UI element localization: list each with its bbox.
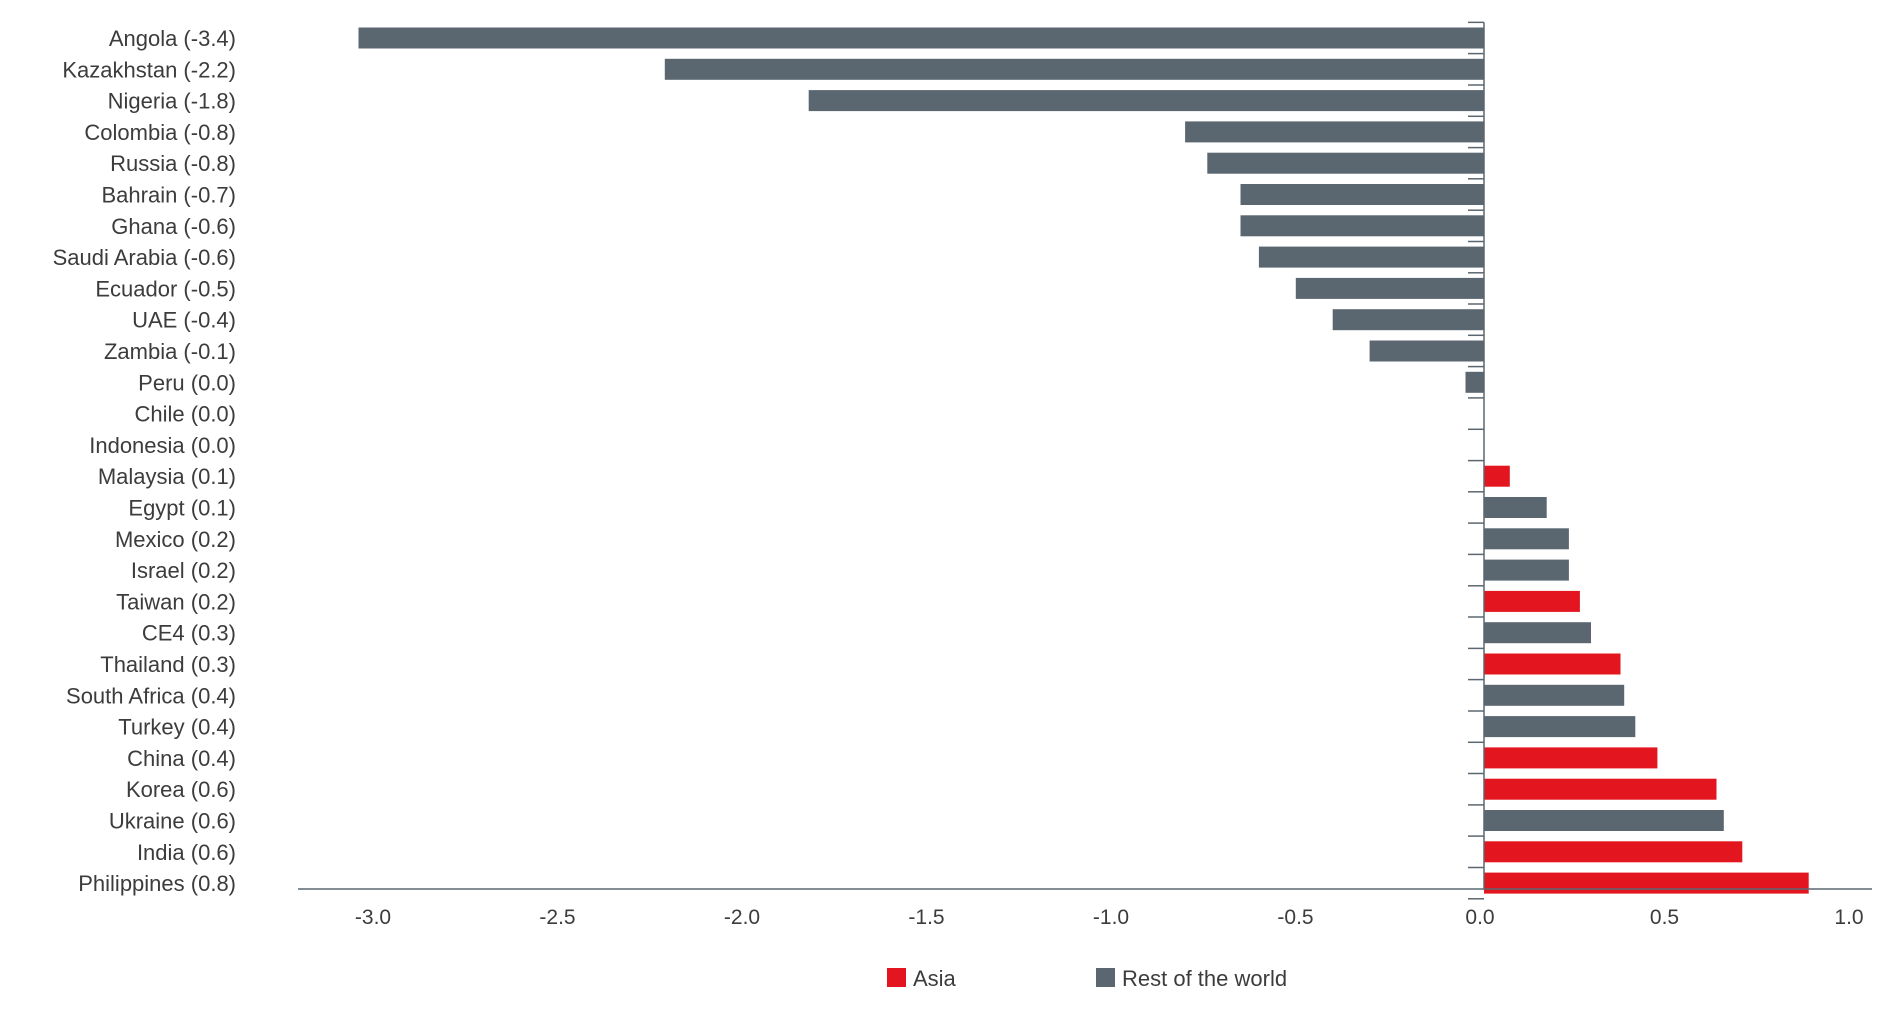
x-tick-label: -0.5 — [1277, 906, 1313, 929]
bar — [1484, 559, 1569, 581]
bar — [1465, 371, 1484, 393]
bar — [1332, 309, 1484, 331]
category-label: Philippines (0.8) — [78, 871, 236, 896]
bar — [1484, 747, 1658, 769]
x-tick-label: -2.0 — [724, 906, 760, 929]
bar — [1207, 152, 1485, 174]
category-label: Malaysia (0.1) — [98, 464, 236, 489]
category-label: Korea (0.6) — [126, 777, 236, 802]
category-label: Saudi Arabia (-0.6) — [53, 245, 236, 270]
bar — [1484, 810, 1724, 831]
bar — [664, 58, 1484, 80]
category-label: Egypt (0.1) — [128, 496, 236, 521]
bar — [1484, 778, 1717, 800]
category-label: China (0.4) — [127, 746, 236, 771]
bar — [1484, 497, 1547, 518]
bar — [1484, 716, 1636, 738]
bar — [1295, 277, 1484, 299]
category-label: Chile (0.0) — [135, 402, 236, 427]
x-tick-label: 1.0 — [1834, 906, 1863, 929]
category-labels: Angola (-3.4) Kazakhstan (-2.2) Nigeria (-… — [53, 26, 236, 896]
legend-swatch — [1096, 968, 1115, 987]
bar — [808, 90, 1484, 112]
legend-label: Asia — [913, 966, 957, 991]
legend-swatch — [887, 968, 906, 987]
bar — [1484, 528, 1569, 550]
category-label: Indonesia (0.0) — [89, 433, 236, 458]
x-tick-labels: -3.0 -2.5 -2.0 -1.5 -1.0 -0.5 0.0 0.5 1.0 — [355, 906, 1864, 929]
category-label: Israel (0.2) — [131, 558, 236, 583]
bar — [1484, 465, 1510, 487]
legend: Asia Rest of the world — [887, 966, 1287, 991]
category-label: Nigeria (-1.8) — [108, 89, 236, 114]
bar — [1484, 590, 1580, 612]
category-label: Peru (0.0) — [138, 370, 236, 395]
category-label: Ghana (-0.6) — [111, 214, 236, 239]
bar — [1484, 622, 1591, 644]
bar — [1484, 841, 1743, 863]
category-label: Zambia (-0.1) — [104, 339, 236, 364]
category-label: South Africa (0.4) — [66, 683, 236, 708]
bar — [1369, 340, 1484, 362]
category-label: India (0.6) — [137, 840, 236, 865]
bar — [1484, 872, 1809, 894]
x-tick-label: -3.0 — [355, 906, 391, 929]
bar — [358, 27, 1484, 49]
bar — [1258, 246, 1484, 268]
category-label: Turkey (0.4) — [118, 715, 236, 740]
axes-group — [298, 21, 1872, 900]
category-label: Mexico (0.2) — [115, 527, 236, 552]
x-tick-label: 0.0 — [1465, 906, 1494, 929]
category-label: Ecuador (-0.5) — [95, 276, 236, 301]
category-label: Ukraine (0.6) — [109, 809, 236, 834]
bar — [1484, 653, 1621, 675]
category-label: UAE (-0.4) — [132, 308, 236, 333]
category-label: Russia (-0.8) — [110, 151, 236, 176]
bars-group — [358, 27, 1809, 894]
x-tick-label: 0.5 — [1650, 906, 1679, 929]
x-tick-label: -1.0 — [1093, 906, 1129, 929]
bar — [1240, 184, 1484, 205]
category-label: CE4 (0.3) — [142, 621, 236, 646]
category-label: Taiwan (0.2) — [116, 589, 236, 614]
bar — [1240, 215, 1484, 237]
bar — [1185, 121, 1484, 143]
category-label: Kazakhstan (-2.2) — [62, 57, 236, 82]
bar — [1484, 684, 1625, 706]
legend-label: Rest of the world — [1122, 966, 1287, 991]
x-tick-label: -2.5 — [539, 906, 575, 929]
category-label: Colombia (-0.8) — [84, 120, 236, 145]
category-label: Thailand (0.3) — [100, 652, 236, 677]
x-tick-label: -1.5 — [908, 906, 944, 929]
category-label: Bahrain (-0.7) — [101, 183, 236, 208]
category-label: Angola (-3.4) — [109, 26, 236, 51]
